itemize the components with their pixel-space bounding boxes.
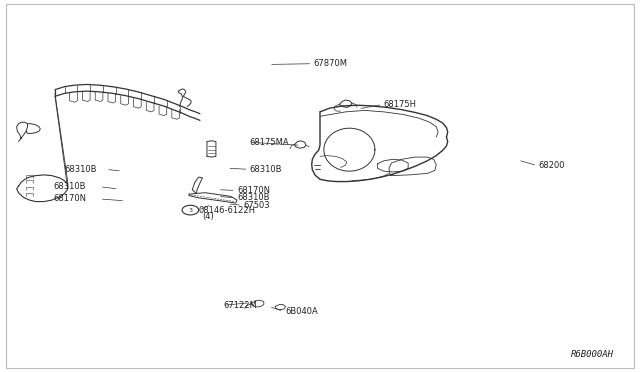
Text: 68175MA: 68175MA [250, 138, 289, 147]
Text: 67503: 67503 [243, 201, 270, 210]
Text: 68310B: 68310B [65, 165, 97, 174]
Text: 3: 3 [188, 208, 193, 212]
Text: R6B000AH: R6B000AH [571, 350, 614, 359]
Text: 68310B: 68310B [54, 182, 86, 191]
Text: 67870M: 67870M [314, 59, 348, 68]
Text: 68310B: 68310B [237, 193, 269, 202]
Text: 67122M: 67122M [223, 301, 257, 310]
Text: 68175H: 68175H [384, 100, 417, 109]
Text: 68310B: 68310B [250, 165, 282, 174]
Text: 68200: 68200 [538, 161, 565, 170]
Text: 08146-6122H: 08146-6122H [198, 206, 255, 215]
Text: 6B040A: 6B040A [285, 307, 317, 316]
Text: 68170N: 68170N [54, 195, 86, 203]
Text: (4): (4) [202, 212, 214, 221]
Text: 68170N: 68170N [237, 186, 270, 195]
